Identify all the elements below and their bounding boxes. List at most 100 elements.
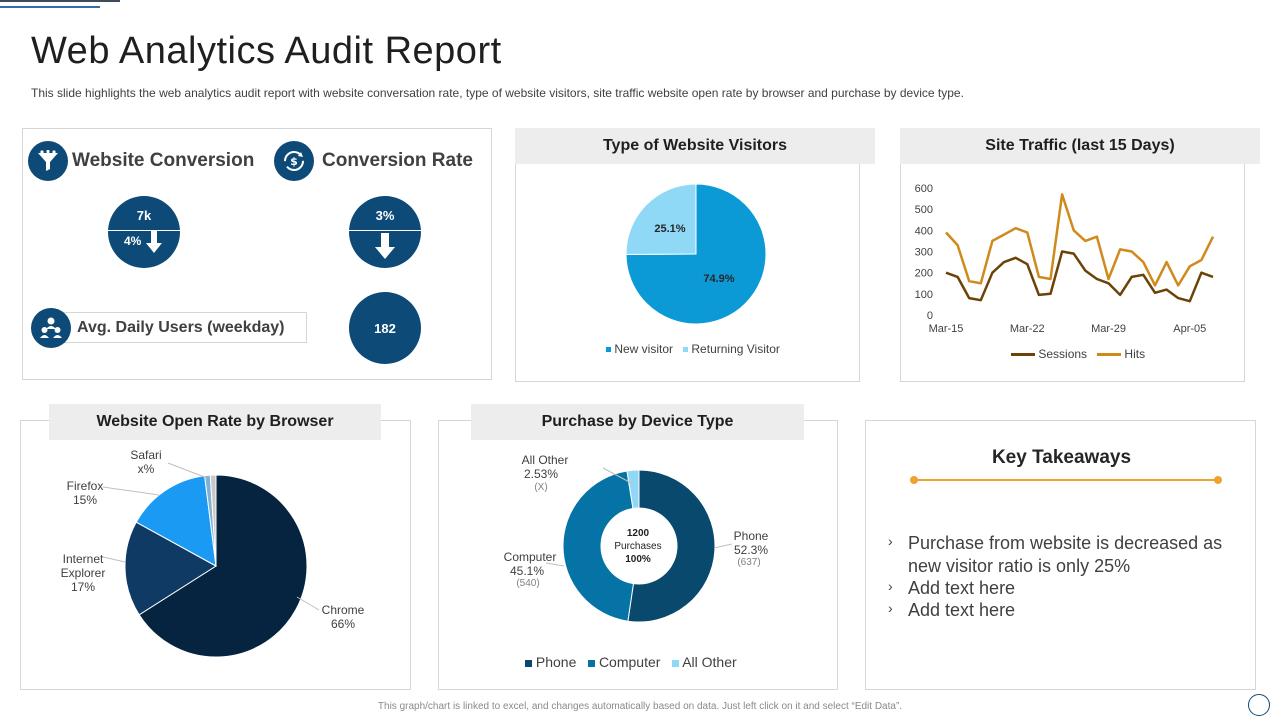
y-tick-label: 500 [915,204,933,216]
device-title: Purchase by Device Type [471,404,804,440]
footer-note: This graph/chart is linked to excel, and… [377,701,903,712]
legend-label-other: All Other [682,654,737,670]
visitors-title: Type of Website Visitors [515,128,875,164]
traffic-legend: Sessions Hits [1011,347,1145,361]
traffic-panel: 0 100 200 300 400 500 600 Mar-15 Mar-22 Mar-29 Apr… [900,128,1245,382]
funnel-icon [28,141,68,181]
traffic-title: Site Traffic (last 15 Days) [900,128,1260,164]
browser-panel: Chrome 66% Internet Explorer 17% Firefox… [20,420,411,690]
takeaway-item-2: › Add text here [888,577,1238,600]
visitors-legend: New visitor Returning Visitor [606,342,780,356]
label-ie-pct: 17% [71,580,95,594]
avg-daily-users-value: 182 [374,320,396,336]
website-conversion-change: 4% [124,234,142,248]
legend-label-new: New visitor [614,342,674,356]
label-computer-pct: 45.1% [510,564,544,578]
visitors-panel: 74.9% 25.1% New visitor Returning Visito… [515,128,860,382]
legend-line-sessions [1011,353,1035,357]
leader-line-safari [167,462,208,479]
legend-swatch-other [672,659,680,667]
y-tick-label: 400 [915,225,933,237]
label-firefox: Firefox [67,479,104,493]
y-tick-label: 600 [915,183,933,195]
conversion-rate-label: Conversion Rate [322,150,473,171]
kpi-panel: Website Conversion $ Conversion Rate 7k … [22,128,492,380]
legend-label-phone: Phone [535,654,577,670]
browser-title: Website Open Rate by Browser [49,404,381,440]
svg-text:$: $ [290,155,298,168]
corner-circle-icon [1248,694,1270,716]
browser-leader-lines [102,462,320,611]
x-tick-label: Mar-29 [1091,323,1126,335]
donut-center-count: 1200 [627,528,650,539]
takeaways-divider [914,479,1218,481]
label-phone: Phone [734,529,769,543]
legend-swatch-returning [683,347,689,353]
website-conversion-label: Website Conversion [72,150,255,171]
conversion-rate-badge: 3% [349,196,421,268]
label-other-count: (X) [534,482,547,493]
label-computer-count: (540) [516,578,539,589]
divider-dot-left [910,476,918,484]
legend-swatch-computer [588,659,596,667]
device-slice-all-other [626,469,640,510]
browser-pie-chart: Chrome 66% Internet Explorer 17% Firefox… [61,448,365,658]
donut-center-label: Purchases [614,541,661,552]
device-slice-phone [627,469,716,623]
page-title: Web Analytics Audit Report [31,30,502,72]
x-tick-label: Mar-22 [1010,323,1045,335]
y-tick-label: 300 [915,247,933,259]
page-subtitle: This slide highlights the web analytics … [31,86,964,100]
label-ie: Internet [63,552,104,566]
takeaways-title: Key Takeaways [991,447,1132,468]
label-phone-pct: 52.3% [734,543,768,557]
browser-slice-internet-explorer [124,521,217,616]
chevron-right-icon: › [888,533,893,549]
dollar-cycle-icon: $ [274,141,314,181]
divider-dot-right [1214,476,1222,484]
down-arrow-icon [375,233,395,264]
top-accent-dark [0,0,120,2]
x-tick-label: Mar-15 [929,323,964,335]
pie-label-new: 74.9% [703,273,734,285]
leader-line-other [602,467,634,485]
website-conversion-value: 7k [136,208,152,223]
leader-line-computer [545,562,565,567]
takeaway-item-3: › Add text here [888,599,1238,622]
legend-label-computer: Computer [598,654,661,670]
leader-line-chrome [296,596,320,611]
top-accent-blue [0,6,100,8]
label-firefox-pct: 15% [73,493,97,507]
conversion-rate-value: 3% [375,208,395,223]
legend-label-hits: Hits [1124,347,1146,361]
takeaway-text-3: Add text here [908,600,1016,620]
legend-label-sessions: Sessions [1038,347,1088,361]
device-leader-lines [545,467,733,567]
legend-swatch-new [606,347,611,353]
website-conversion-badge: 7k 4% [108,196,180,268]
takeaway-text-2: Add text here [908,578,1016,598]
y-tick-label: 200 [915,268,933,280]
series-line-sessions [945,250,1214,303]
y-tick-label: 0 [927,310,933,322]
takeaway-item-1: › Purchase from website is decreased as … [888,532,1238,578]
badge-divider [349,230,421,231]
label-ie-2: Explorer [61,566,106,580]
legend-line-hits [1097,353,1122,357]
leader-line-phone [713,543,733,549]
visitors-slice-returning-visitor [625,183,697,255]
visitors-pie-chart: 74.9% 25.1% [625,183,767,325]
chevron-right-icon: › [888,600,893,616]
label-chrome: Chrome [322,603,365,617]
browser-slice-firefox [135,475,217,567]
takeaways-panel: Key Takeaways › Purchase from website is… [865,420,1256,690]
legend-label-returning: Returning Visitor [691,342,780,356]
avg-daily-users-label: Avg. Daily Users (weekday) [77,319,285,336]
avg-daily-users-badge: 182 [349,292,421,364]
label-other-pct: 2.53% [524,467,558,481]
device-slice-computer [562,470,635,622]
legend-swatch-phone [525,659,532,667]
label-chrome-pct: 66% [331,617,355,631]
label-safari-pct: x% [138,462,155,476]
users-icon [31,308,71,348]
